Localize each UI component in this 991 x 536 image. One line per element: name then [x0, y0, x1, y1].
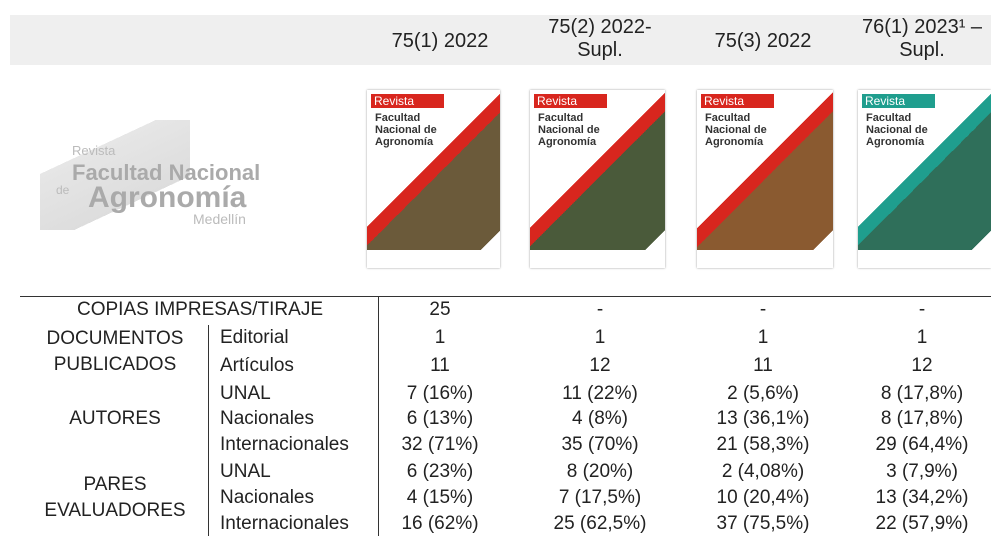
row-group: PUBLICADOS — [53, 354, 177, 375]
cell: 4 (8%) — [572, 408, 628, 429]
cell: 13 (36,1%) — [716, 408, 810, 429]
cell: 8 (20%) — [566, 461, 634, 482]
row-label: UNAL — [220, 383, 271, 404]
logo-text: de — [56, 183, 70, 197]
cover-footer — [367, 250, 500, 268]
cover-title: Agronomía — [375, 136, 434, 148]
cover-accent — [697, 90, 833, 268]
cover-badge: Revista — [534, 94, 607, 108]
cell: 3 (7,9%) — [886, 461, 958, 482]
cell: 6 (13%) — [406, 408, 474, 429]
cell: 4 (15%) — [406, 487, 474, 508]
cell: 11 — [753, 355, 773, 376]
row-label: Nacionales — [220, 408, 314, 429]
row-group: DOCUMENTOS — [46, 328, 184, 349]
cell: - — [596, 299, 604, 320]
cell: 12 — [589, 355, 611, 376]
cover-title: Agronomía — [538, 136, 597, 148]
column-header: 76(1) 2023¹ – — [861, 16, 983, 38]
cell: 29 (64,4%) — [875, 434, 969, 455]
row-label: Nacionales — [220, 487, 314, 508]
cell: 10 (20,4%) — [716, 487, 810, 508]
cell: 7 (17,5%) — [558, 487, 642, 508]
row-group: PARES — [83, 474, 147, 495]
cover-footer — [697, 250, 833, 268]
row-group: COPIAS IMPRESAS/TIRAJE — [77, 299, 323, 320]
logo-text: Medellín — [193, 211, 246, 227]
cell: - — [759, 299, 767, 320]
header-band — [10, 15, 991, 65]
cell: 8 (17,8%) — [880, 383, 964, 404]
cover-footer — [858, 250, 991, 268]
row-group: AUTORES — [69, 408, 161, 429]
cover-footer — [530, 250, 665, 268]
cell: 21 (58,3%) — [716, 434, 810, 455]
cell: 11 — [430, 355, 450, 376]
column-rule — [208, 325, 209, 536]
column-header: Supl. — [899, 39, 945, 61]
row-group: EVALUADORES — [44, 500, 186, 521]
cell: 16 (62%) — [401, 513, 479, 534]
row-label: Internacionales — [220, 434, 349, 455]
cell: 35 (70%) — [561, 434, 639, 455]
cover-badge: Revista — [862, 94, 935, 108]
column-header: Supl. — [577, 39, 623, 61]
cover-badge: Revista — [701, 94, 774, 108]
cell: - — [918, 299, 926, 320]
cover: Revista Facultad Nacional de Agronomía — [530, 90, 665, 268]
cell: 13 (34,2%) — [875, 487, 969, 508]
cover: Revista Facultad Nacional de Agronomía — [858, 90, 991, 268]
cell: 8 (17,8%) — [880, 408, 964, 429]
row-label: UNAL — [220, 461, 271, 482]
cover-title: Facultad — [705, 112, 751, 124]
cell: 7 (16%) — [406, 383, 474, 404]
cell: 1 — [434, 327, 446, 348]
cell: 12 — [911, 355, 933, 376]
column-header: 75(1) 2022 — [391, 30, 489, 52]
cell: 2 (5,6%) — [727, 383, 799, 404]
cell: 37 (75,5%) — [716, 513, 810, 534]
cell: 1 — [757, 327, 769, 348]
cover-title: Nacional de — [375, 124, 437, 136]
column-rule — [378, 296, 379, 536]
cell: 1 — [916, 327, 928, 348]
cover-title: Nacional de — [705, 124, 767, 136]
cover-title: Nacional de — [866, 124, 928, 136]
cover-accent — [367, 90, 500, 268]
cell: 25 (62,5%) — [553, 513, 647, 534]
cell: 1 — [594, 327, 606, 348]
logo-text: Agronomía — [88, 181, 247, 214]
cell: 2 (4,08%) — [721, 461, 805, 482]
cover-title: Facultad — [375, 112, 421, 124]
cover: Revista Facultad Nacional de Agronomía — [367, 90, 500, 268]
cell: 11 (22%) — [562, 383, 638, 404]
column-header: 75(2) 2022- — [548, 16, 652, 38]
cover-title: Facultad — [538, 112, 584, 124]
cover-badge: Revista — [371, 94, 444, 108]
cover-title: Facultad — [866, 112, 912, 124]
cell: 25 — [429, 299, 451, 320]
cover-accent — [530, 90, 665, 268]
logo-text: Facultad Nacional — [72, 160, 261, 185]
table-rule — [20, 296, 991, 297]
cell: 32 (71%) — [401, 434, 479, 455]
cell: 6 (23%) — [406, 461, 474, 482]
cover-title: Agronomía — [866, 136, 925, 148]
cover-title: Nacional de — [538, 124, 600, 136]
logo-text: Revista — [72, 143, 116, 158]
row-label: Internacionales — [220, 513, 349, 534]
column-header: 75(3) 2022 — [714, 30, 812, 52]
cover-title: Agronomía — [705, 136, 764, 148]
logo-shape — [40, 120, 190, 230]
cover: Revista Facultad Nacional de Agronomía — [697, 90, 833, 268]
cover-accent — [858, 90, 991, 268]
row-label: Editorial — [220, 327, 289, 348]
cell: 22 (57,9%) — [875, 513, 969, 534]
row-label: Artículos — [220, 355, 294, 376]
